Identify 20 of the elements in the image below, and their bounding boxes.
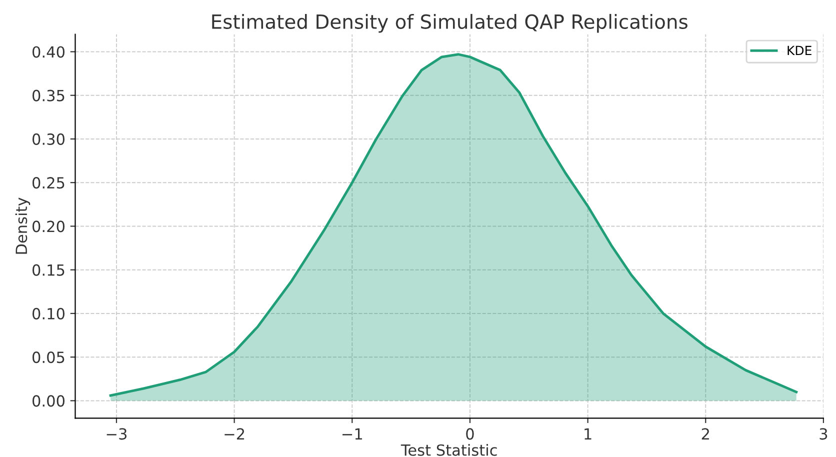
- y-tick-label: 0.40: [32, 46, 65, 58]
- y-tick-label: 0.05: [32, 352, 64, 364]
- x-tick-label: −2: [224, 428, 244, 440]
- x-tick-label: 2: [702, 428, 709, 440]
- x-tick-label: 0: [466, 428, 474, 440]
- y-tick-label: 0.20: [32, 220, 65, 232]
- y-tick-label: 0.15: [32, 264, 64, 276]
- y-tick-label: 0.35: [32, 90, 64, 102]
- x-axis-title: Test Statistic: [400, 444, 497, 456]
- legend-label: KDE: [788, 46, 812, 56]
- y-tick-label: 0.30: [32, 133, 65, 145]
- x-tick-label: −3: [106, 428, 127, 440]
- y-axis-title: Density: [15, 198, 30, 254]
- y-tick-label: 0.00: [32, 395, 65, 407]
- x-tick-label: −1: [342, 428, 362, 440]
- y-tick-label: 0.25: [32, 177, 64, 189]
- x-tick-label: 1: [584, 428, 592, 440]
- chart-title: Estimated Density of Simulated QAP Replications: [212, 14, 688, 33]
- y-tick-label: 0.10: [32, 308, 65, 320]
- x-tick-label: 3: [820, 428, 828, 440]
